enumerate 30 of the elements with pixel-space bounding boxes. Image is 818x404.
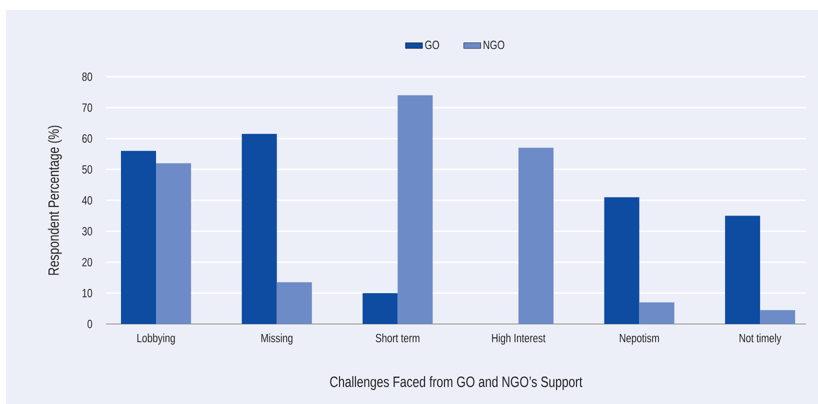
bar <box>518 148 554 324</box>
y-tick-label: 10 <box>82 288 92 298</box>
bar <box>398 95 433 324</box>
legend-label: GO <box>425 40 440 50</box>
y-tick-label: 60 <box>82 134 92 143</box>
x-tick-label: Missing <box>261 334 292 345</box>
bar <box>242 134 277 324</box>
y-tick-label: 0 <box>88 320 92 328</box>
y-tick-label: 40 <box>82 196 92 205</box>
bar <box>120 150 156 324</box>
bar <box>156 163 192 324</box>
bar <box>760 310 796 324</box>
x-tick-label: Not timely <box>740 334 782 345</box>
y-tick-label: 50 <box>82 165 92 174</box>
x-tick-label: Lobbying <box>137 334 175 345</box>
x-tick-label: High Interest <box>492 334 546 345</box>
legend-label: NGO <box>484 40 504 50</box>
x-tick-label: Short term <box>376 334 420 342</box>
y-tick-label: 20 <box>82 258 92 266</box>
bar <box>604 197 640 324</box>
bar <box>276 282 312 324</box>
y-tick-label: 30 <box>82 227 92 236</box>
bar <box>725 216 760 324</box>
y-axis-title: Respondent Percentage (%) <box>48 126 62 275</box>
y-tick-label: 70 <box>82 103 92 112</box>
bar <box>639 302 674 324</box>
x-axis-title: Challenges Faced from GO and NGO’s Support <box>330 376 582 390</box>
bar <box>362 293 398 324</box>
y-tick-label: 80 <box>82 72 92 81</box>
x-tick-label: Nepotism <box>620 334 659 345</box>
